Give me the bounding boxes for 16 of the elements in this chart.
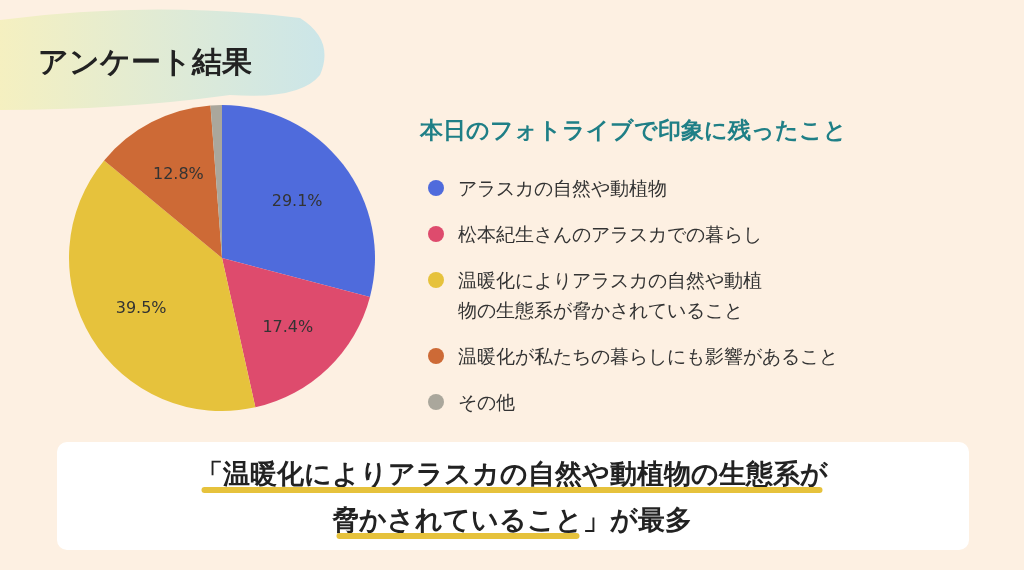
data-label: 29.1% xyxy=(271,190,323,210)
chart-title: アンケート結果 xyxy=(38,44,252,79)
text: 「温暖化によりアラスカの自然や動植物の生態系が脅かされていること」が最多 xyxy=(196,457,829,535)
pie-slice xyxy=(69,160,256,411)
legend-label: アラスカの自然や動植物 xyxy=(458,177,667,199)
pie-slice xyxy=(104,105,222,258)
legend-title: 本日のフォトライブで印象に残ったこと xyxy=(419,117,847,143)
legend-label: 松本紀生さんのアラスカでの暮らし xyxy=(458,223,762,245)
data-label: 39.5% xyxy=(115,298,167,318)
data-label: 12.8% xyxy=(152,164,204,184)
legend-label: 温暖化によりアラスカの自然や動植物の生態系が脅かされていること xyxy=(458,269,762,321)
legend-label: その他 xyxy=(458,391,515,413)
pie-slice xyxy=(222,258,370,408)
legend-label: 温暖化が私たちの暮らしにも影響があること xyxy=(458,345,838,367)
data-label: 17.4% xyxy=(262,316,314,336)
pie-slice xyxy=(222,105,375,297)
